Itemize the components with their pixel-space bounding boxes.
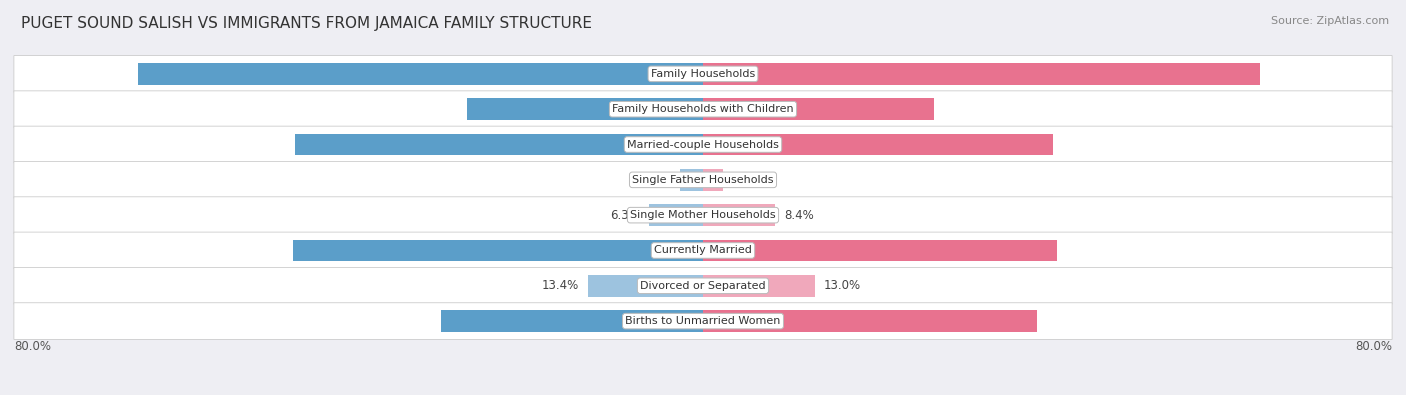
Text: Source: ZipAtlas.com: Source: ZipAtlas.com	[1271, 16, 1389, 26]
Bar	[679, 169, 703, 191]
Text: 64.7%: 64.7%	[716, 68, 754, 81]
Bar	[295, 134, 703, 156]
FancyBboxPatch shape	[14, 267, 1392, 304]
FancyBboxPatch shape	[14, 91, 1392, 128]
Bar	[648, 204, 703, 226]
Bar	[703, 204, 775, 226]
Text: 13.4%: 13.4%	[541, 279, 579, 292]
FancyBboxPatch shape	[14, 303, 1392, 339]
FancyBboxPatch shape	[14, 162, 1392, 198]
Bar	[703, 169, 723, 191]
Bar	[703, 239, 1057, 261]
Bar	[703, 134, 1053, 156]
Text: Family Households: Family Households	[651, 69, 755, 79]
Text: 27.4%: 27.4%	[652, 103, 690, 116]
Bar	[703, 63, 1260, 85]
Bar	[441, 310, 703, 332]
Text: 80.0%: 80.0%	[1355, 340, 1392, 353]
Text: Divorced or Separated: Divorced or Separated	[640, 281, 766, 291]
Bar	[703, 98, 934, 120]
Text: 47.6%: 47.6%	[652, 244, 690, 257]
Bar	[138, 63, 703, 85]
Text: 47.4%: 47.4%	[652, 138, 690, 151]
Text: 80.0%: 80.0%	[14, 340, 51, 353]
FancyBboxPatch shape	[14, 197, 1392, 233]
Bar	[703, 310, 1038, 332]
Bar	[703, 275, 815, 297]
Text: 41.1%: 41.1%	[716, 244, 754, 257]
Text: Married-couple Households: Married-couple Households	[627, 139, 779, 150]
Text: 65.6%: 65.6%	[652, 68, 690, 81]
Text: 6.3%: 6.3%	[610, 209, 640, 222]
Text: 38.8%: 38.8%	[716, 314, 754, 327]
Text: 2.7%: 2.7%	[641, 173, 671, 186]
Bar	[467, 98, 703, 120]
Text: Single Mother Households: Single Mother Households	[630, 210, 776, 220]
Bar	[588, 275, 703, 297]
FancyBboxPatch shape	[14, 126, 1392, 163]
Text: Single Father Households: Single Father Households	[633, 175, 773, 185]
Text: Family Households with Children: Family Households with Children	[612, 104, 794, 114]
Text: 8.4%: 8.4%	[785, 209, 814, 222]
Text: 40.7%: 40.7%	[716, 138, 754, 151]
Bar	[292, 239, 703, 261]
Text: Births to Unmarried Women: Births to Unmarried Women	[626, 316, 780, 326]
Text: Currently Married: Currently Married	[654, 245, 752, 256]
FancyBboxPatch shape	[14, 232, 1392, 269]
Text: 30.4%: 30.4%	[652, 314, 690, 327]
Text: 26.8%: 26.8%	[716, 103, 754, 116]
Text: 2.3%: 2.3%	[731, 173, 761, 186]
FancyBboxPatch shape	[14, 56, 1392, 92]
Text: 13.0%: 13.0%	[824, 279, 860, 292]
Text: PUGET SOUND SALISH VS IMMIGRANTS FROM JAMAICA FAMILY STRUCTURE: PUGET SOUND SALISH VS IMMIGRANTS FROM JA…	[21, 16, 592, 31]
